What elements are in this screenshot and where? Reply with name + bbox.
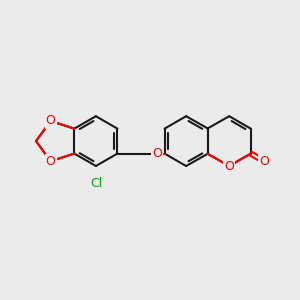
Text: O: O (259, 155, 269, 168)
Text: Cl: Cl (90, 177, 102, 190)
Text: O: O (46, 115, 56, 128)
Text: O: O (224, 160, 234, 172)
Text: O: O (152, 147, 162, 160)
Text: O: O (46, 155, 56, 168)
